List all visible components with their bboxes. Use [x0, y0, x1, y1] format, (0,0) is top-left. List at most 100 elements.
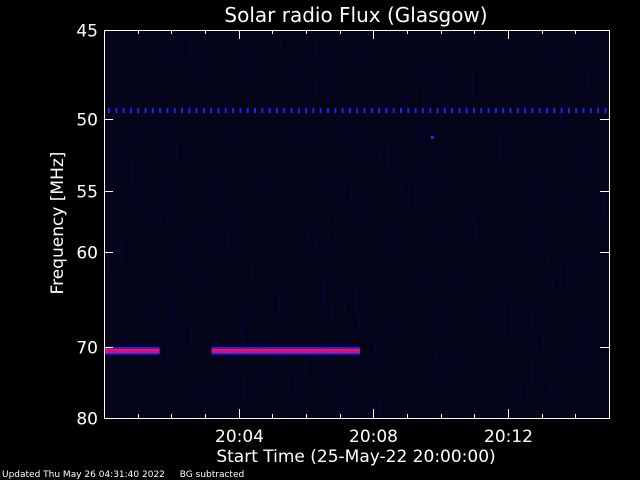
noise-streak [421, 119, 423, 147]
band-dot [239, 108, 242, 114]
noise-streak [219, 379, 221, 395]
band-dot [465, 108, 468, 114]
noise-streak [336, 116, 337, 128]
noise-streak [443, 140, 445, 169]
noise-streak [521, 394, 523, 422]
noise-streak [359, 311, 360, 333]
band-dot [531, 108, 534, 114]
band-dot [348, 108, 351, 114]
noise-streak [308, 230, 310, 245]
band-dot [502, 108, 505, 114]
plot-area [104, 30, 609, 418]
axis-ticks: 45 50 55 60 70 80 20:04 20:08 20:12 [76, 22, 610, 447]
noise-streak [314, 231, 316, 243]
band-dot [334, 108, 337, 114]
noise-streak [320, 289, 322, 317]
noise-streak [551, 158, 552, 171]
noise-streak [111, 157, 113, 183]
noise-streak [189, 33, 191, 63]
noise-streak [361, 184, 363, 213]
noise-streak [322, 278, 324, 312]
noise-streak [445, 374, 447, 384]
noise-streak [300, 123, 302, 138]
noise-streak [304, 353, 306, 380]
noise-streak [199, 143, 201, 149]
noise-streak [463, 352, 465, 368]
band-dot [166, 108, 169, 114]
noise-streak [154, 110, 156, 139]
noise-streak [146, 84, 148, 94]
noise-streak [399, 275, 401, 294]
noise-streak [597, 202, 599, 207]
noise-streak [399, 194, 401, 201]
band-dot [494, 108, 497, 114]
noise-streak [162, 152, 164, 160]
noise-streak [586, 221, 588, 227]
noise-streak [521, 97, 523, 112]
noise-streak [561, 309, 563, 318]
band-dot [509, 108, 512, 114]
bg-note: BG subtracted [179, 470, 245, 480]
band-dot [115, 108, 118, 114]
band-dot [567, 108, 570, 114]
noise-streak [108, 244, 110, 272]
noise-streak [593, 62, 595, 92]
noise-streak [295, 371, 297, 399]
y-tick-label: 80 [76, 410, 98, 430]
noise-streak [535, 217, 537, 246]
noise-streak [401, 183, 403, 196]
noise-streak [213, 176, 215, 202]
noise-streak [416, 68, 418, 76]
noise-streak [422, 85, 424, 118]
noise-streak [602, 189, 604, 222]
band-dot [181, 108, 183, 114]
noise-streak [219, 240, 221, 263]
noise-streak [252, 77, 254, 85]
noise-streak [433, 34, 435, 40]
noise-streak [591, 360, 592, 372]
band-dot [407, 108, 410, 114]
noise-streak [380, 153, 382, 163]
band-dot [210, 108, 213, 114]
noise-streak [357, 195, 359, 226]
band-dot [392, 108, 395, 114]
band-dot [122, 108, 125, 114]
noise-streak [502, 41, 504, 60]
noise-streak [270, 219, 272, 227]
noise-streak [527, 383, 528, 400]
band-dot [224, 108, 227, 114]
band-dot [144, 108, 147, 114]
y-tick-label: 55 [76, 183, 98, 203]
noise-streak [257, 174, 258, 206]
noise-streak [435, 353, 437, 365]
noise-streak [446, 297, 448, 330]
signal-point [430, 135, 434, 139]
noise-streak [508, 183, 510, 191]
noise-streak [472, 71, 473, 100]
noise-streak [308, 114, 310, 130]
noise-streak [174, 127, 176, 152]
noise-streak [316, 234, 317, 259]
noise-streak [462, 280, 463, 286]
noise-streak [531, 43, 533, 49]
x-tick-label: 20:08 [349, 427, 398, 447]
noise-streak [305, 136, 307, 141]
noise-streak [315, 36, 317, 58]
noise-streak [280, 38, 282, 51]
band-dot [582, 108, 585, 114]
noise-streak [511, 304, 513, 336]
band-dot [173, 108, 176, 114]
noise-streak [514, 258, 516, 279]
noise-streak [473, 374, 475, 380]
noise-streak [246, 49, 248, 77]
noise-streak [198, 274, 200, 285]
noise-streak [587, 256, 589, 271]
noise-streak [276, 70, 278, 96]
noise-streak [499, 134, 501, 159]
noise-streak [516, 121, 518, 154]
band-dot [385, 108, 388, 114]
noise-streak [106, 211, 108, 230]
noise-streak [191, 394, 193, 413]
noise-streak [281, 355, 283, 383]
